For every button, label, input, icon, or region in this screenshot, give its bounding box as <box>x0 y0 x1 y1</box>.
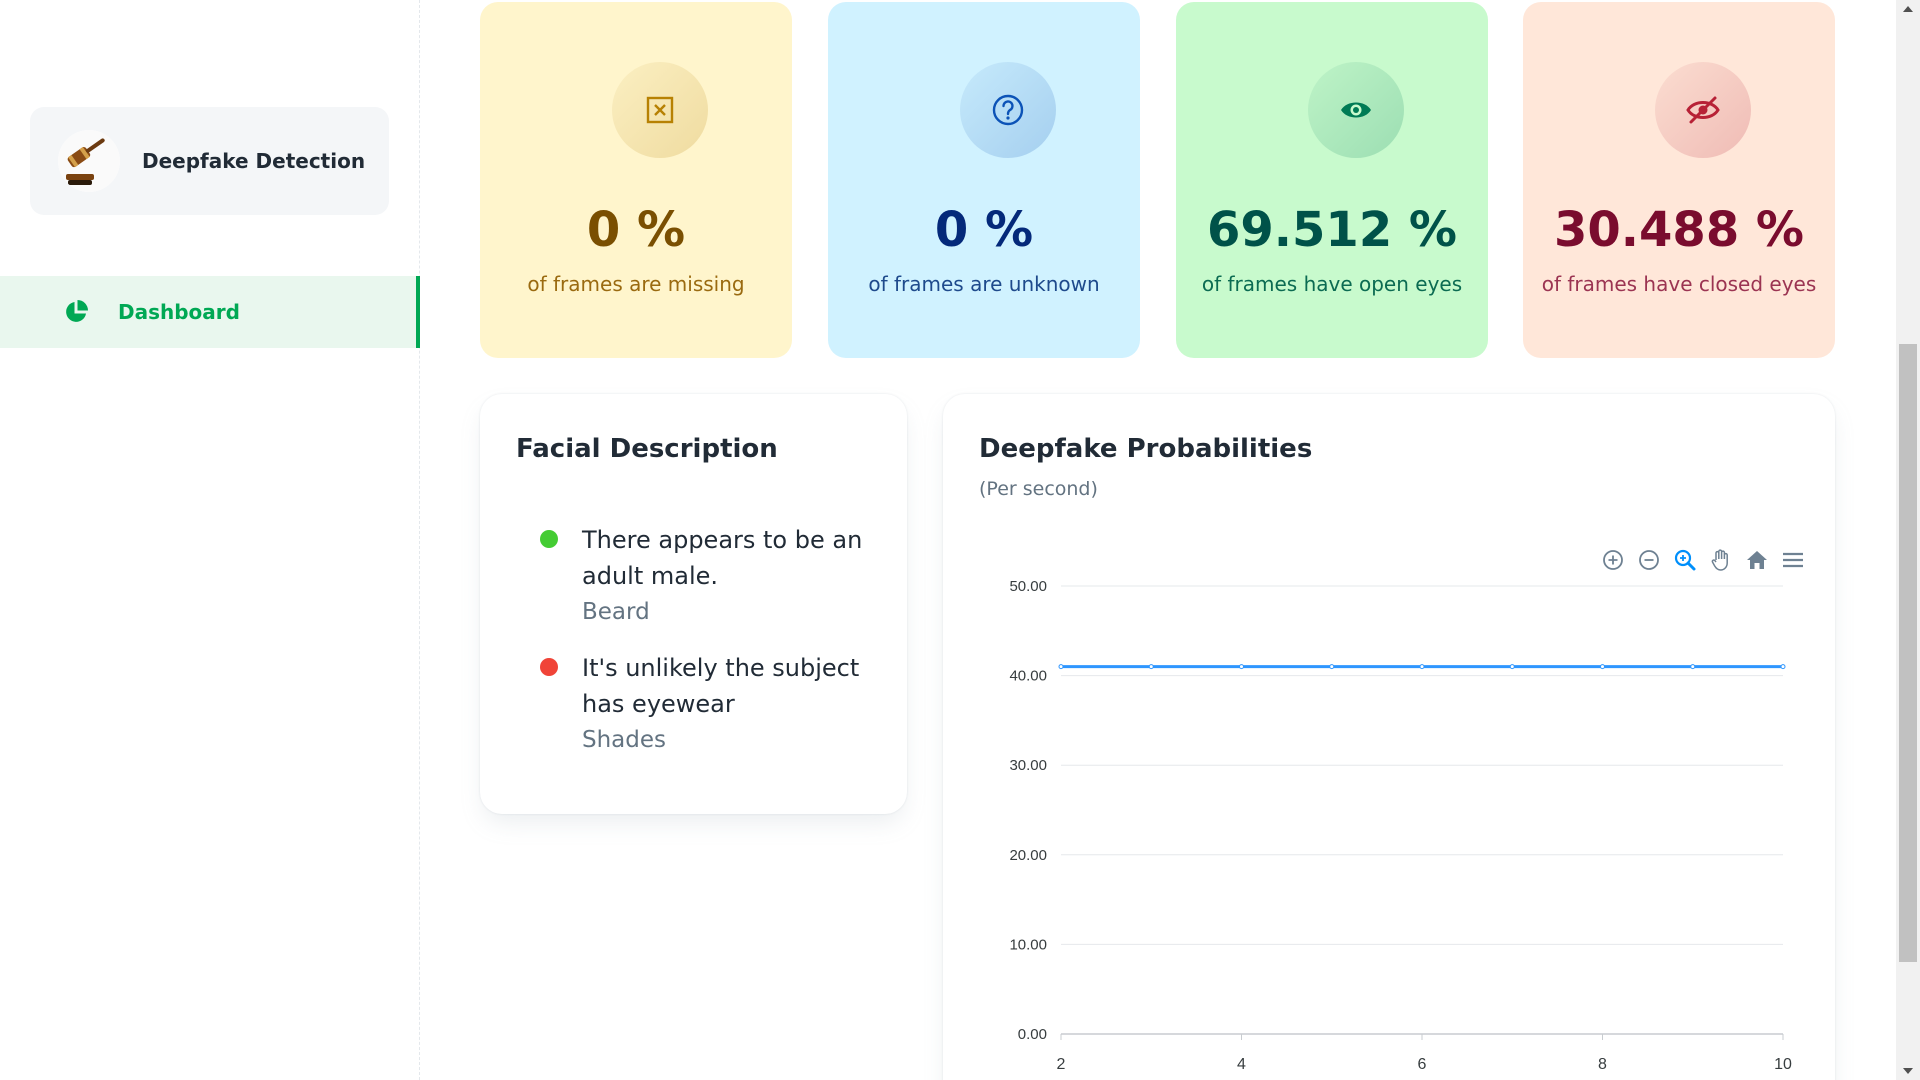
x-tick-label: 4 <box>1237 1056 1246 1073</box>
scroll-up-icon[interactable] <box>1903 6 1913 12</box>
y-tick-label: 0.00 <box>1018 1026 1047 1043</box>
data-point <box>1148 664 1154 670</box>
stat-value: 0 % <box>586 202 686 258</box>
brand-title: Deepfake Detection <box>142 149 366 173</box>
x-tick-label: 2 <box>1057 1056 1066 1073</box>
stat-label: of frames have open eyes <box>1201 272 1463 296</box>
scroll-down-icon[interactable] <box>1903 1068 1913 1074</box>
y-tick-label: 20.00 <box>1009 847 1047 864</box>
item-text: There appears to be an adult male. <box>582 526 863 590</box>
data-point <box>1239 664 1244 670</box>
item-text: It's unlikely the subject has eyewear <box>582 654 860 718</box>
data-point <box>1780 664 1786 670</box>
data-point <box>1329 664 1335 670</box>
stat-label: of frames have closed eyes <box>1541 272 1817 296</box>
reset-home-icon[interactable] <box>1743 546 1771 574</box>
eye-icon <box>1308 62 1404 158</box>
x-tick-label: 6 <box>1418 1056 1427 1073</box>
stat-card-missing: 0 % of frames are missing <box>480 2 792 358</box>
selection-zoom-icon[interactable] <box>1671 546 1699 574</box>
deepfake-probabilities-card: Deepfake Probabilities (Per second) 0.00… <box>943 394 1835 1080</box>
eye-off-icon <box>1655 62 1751 158</box>
panel-subtitle: (Per second) <box>979 478 1098 500</box>
question-circle-icon <box>960 62 1056 158</box>
data-point <box>1419 664 1425 670</box>
data-point <box>1600 664 1605 670</box>
zoom-in-icon[interactable] <box>1599 546 1627 574</box>
stat-label: of frames are missing <box>527 272 745 296</box>
vertical-scrollbar[interactable] <box>1896 0 1920 1080</box>
stat-value: 0 % <box>934 202 1034 258</box>
status-dot-icon <box>540 530 558 548</box>
sidebar-item-dashboard[interactable]: Dashboard <box>0 276 420 348</box>
y-tick-label: 40.00 <box>1009 668 1047 685</box>
panel-title: Facial Description <box>516 434 778 464</box>
list-item: There appears to be an adult male. Beard <box>540 522 880 630</box>
x-square-icon <box>612 62 708 158</box>
chart-toolbar <box>1599 546 1807 574</box>
zoom-out-icon[interactable] <box>1635 546 1663 574</box>
item-subtext: Shades <box>582 727 667 753</box>
facial-description-card: Facial Description There appears to be a… <box>480 394 907 814</box>
pan-hand-icon[interactable] <box>1707 546 1735 574</box>
data-point <box>1690 664 1696 670</box>
stat-card-open-eyes: 69.512 % of frames have open eyes <box>1176 2 1488 358</box>
y-tick-label: 30.00 <box>1009 757 1047 774</box>
stat-value: 30.488 % <box>1553 202 1805 258</box>
panel-title: Deepfake Probabilities <box>979 434 1313 464</box>
stat-card-closed-eyes: 30.488 % of frames have closed eyes <box>1523 2 1835 358</box>
facial-list: There appears to be an adult male. Beard… <box>540 522 880 778</box>
gavel-logo-icon <box>58 130 120 192</box>
sidebar: Deepfake Detection Dashboard <box>0 0 420 1080</box>
pie-chart-icon <box>66 300 88 322</box>
item-subtext: Beard <box>582 599 650 625</box>
scrollbar-thumb[interactable] <box>1899 344 1917 962</box>
x-tick-label: 10 <box>1774 1056 1792 1073</box>
x-tick-label: 8 <box>1598 1056 1607 1073</box>
data-point <box>1058 664 1064 670</box>
probability-line-chart: 0.00 10.00 20.00 30.00 40.00 50.00 2 4 6 8 10 <box>1009 578 1792 1073</box>
y-tick-label: 50.00 <box>1009 578 1047 595</box>
data-point <box>1509 664 1515 670</box>
sidebar-item-label: Dashboard <box>118 300 240 324</box>
brand-card[interactable]: Deepfake Detection <box>30 107 389 215</box>
y-tick-label: 10.00 <box>1009 936 1047 953</box>
menu-icon[interactable] <box>1779 546 1807 574</box>
stat-card-unknown: 0 % of frames are unknown <box>828 2 1140 358</box>
list-item: It's unlikely the subject has eyewear Sh… <box>540 650 880 758</box>
status-dot-icon <box>540 658 558 676</box>
stat-value: 69.512 % <box>1206 202 1458 258</box>
stat-label: of frames are unknown <box>868 272 1100 296</box>
